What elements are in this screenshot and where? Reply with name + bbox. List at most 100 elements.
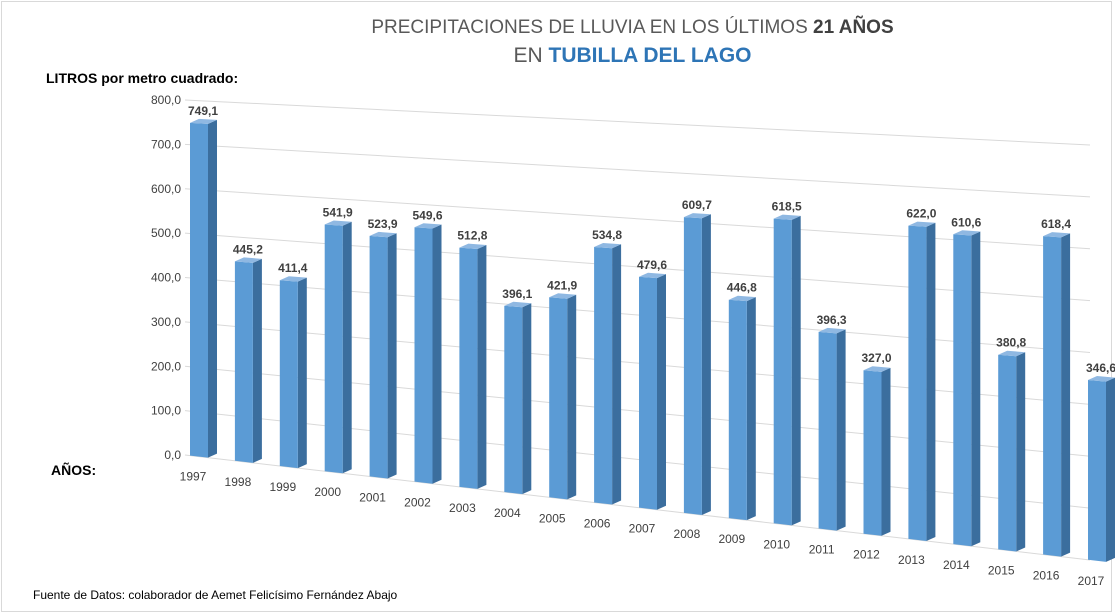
x-tick-label: 2016 (1033, 569, 1060, 583)
bar (639, 276, 657, 510)
x-tick-label: 2010 (763, 537, 790, 551)
chart-title-years: 21 AÑOS (813, 17, 894, 38)
data-label: 512,8 (457, 229, 487, 243)
y-tick-label: 800,0 (151, 93, 181, 107)
data-label: 534,8 (592, 228, 622, 242)
bar-top (639, 272, 666, 279)
data-label: 610,6 (951, 215, 981, 229)
x-tick-label: 2000 (314, 485, 341, 499)
y-tick-label: 400,0 (151, 271, 181, 285)
bar (369, 235, 388, 479)
y-tick-label: 300,0 (151, 315, 181, 329)
y-tick-label: 700,0 (151, 137, 181, 151)
x-tick-label: 2006 (584, 516, 611, 530)
bar-side (971, 231, 981, 547)
bar-top (1043, 232, 1071, 238)
bar (549, 297, 568, 500)
x-tick-label: 2001 (359, 490, 386, 504)
bar (683, 217, 702, 515)
x-tick-label: 1999 (269, 480, 296, 494)
bar (279, 280, 298, 469)
chart-title-line2: EN TUBILLA DEL LAGO (0, 44, 1115, 68)
bar-side (387, 233, 397, 479)
bar-top (953, 230, 981, 236)
bar-side (1106, 377, 1115, 562)
bar-top (818, 327, 846, 334)
bar-side (208, 119, 217, 458)
chart-title-en: EN (513, 44, 543, 67)
bar-side (522, 303, 532, 495)
x-tick-label: 2005 (539, 511, 566, 525)
bar-side (836, 329, 846, 531)
bar-top (683, 213, 711, 219)
data-label: 618,5 (772, 200, 802, 214)
bar-side (477, 244, 487, 489)
x-tick-label: 2002 (404, 496, 431, 510)
bar (459, 247, 478, 489)
bar (324, 224, 343, 474)
bar-top (234, 257, 262, 263)
bar-top (773, 214, 801, 220)
data-source-note: Fuente de Datos: colaborador de Aemet Fe… (33, 588, 398, 602)
x-tick-label: 2013 (898, 553, 925, 567)
bar-top (279, 276, 307, 282)
bar (504, 305, 523, 495)
x-tick-label: 2011 (809, 543, 835, 557)
bar (190, 122, 208, 458)
bar-top (728, 295, 756, 302)
bar-top (1088, 376, 1115, 382)
x-tick-label: 2017 (1078, 574, 1105, 588)
bar (953, 234, 972, 547)
y-tick-label: 200,0 (151, 359, 181, 373)
data-label: 549,6 (412, 208, 442, 222)
data-label: 609,7 (682, 198, 712, 212)
data-label: 618,4 (1041, 217, 1071, 231)
data-label: 749,1 (188, 104, 218, 118)
bar-side (1061, 233, 1071, 557)
x-tick-label: 2015 (988, 563, 1015, 577)
x-tick-label: 2004 (494, 506, 521, 520)
data-label: 380,8 (996, 336, 1026, 350)
bar-side (252, 258, 262, 463)
bar-side (791, 215, 801, 526)
bar-side (297, 277, 307, 469)
bar-side (342, 221, 352, 474)
bar (234, 261, 253, 463)
data-label: 346,6 (1086, 361, 1115, 375)
x-tick-label: 1998 (225, 475, 252, 489)
bar-side (612, 244, 622, 505)
bar (1088, 380, 1106, 562)
bar-side (926, 222, 936, 542)
data-label: 411,4 (278, 261, 308, 275)
chart-title-line1: PRECIPITACIONES DE LLUVIA EN LOS ÚLTIMOS… (0, 17, 1115, 39)
bar (728, 299, 747, 521)
bar-side (432, 224, 442, 484)
y-axis-label: LITROS por metro cuadrado: (46, 70, 239, 86)
bar-top (998, 350, 1026, 357)
bar-top (324, 220, 352, 226)
bar (414, 227, 433, 484)
chart-title-prefix: PRECIPITACIONES DE LLUVIA EN LOS ÚLTIMOS (371, 17, 808, 38)
bar (773, 218, 792, 526)
x-tick-label: 2012 (853, 548, 880, 562)
x-axis-label: AÑOS: (51, 462, 97, 478)
x-tick-label: 1997 (180, 470, 207, 484)
data-label: 396,1 (502, 287, 532, 301)
bar-side (567, 294, 577, 500)
x-tick-label: 2009 (718, 532, 745, 546)
bar-side (701, 214, 711, 515)
x-tick-label: 2008 (674, 527, 701, 541)
y-tick-label: 500,0 (151, 226, 181, 240)
gridline (184, 99, 1091, 146)
data-label: 421,9 (547, 278, 577, 292)
bar-side (881, 367, 891, 536)
x-tick-label: 2003 (449, 501, 476, 515)
bar-top (594, 243, 622, 249)
chart-title-place: TUBILLA DEL LAGO (548, 44, 752, 67)
bar (818, 331, 837, 531)
data-label: 327,0 (861, 351, 891, 365)
y-tick-label: 100,0 (151, 404, 181, 418)
data-label: 479,6 (637, 258, 667, 272)
bar (1043, 236, 1062, 557)
